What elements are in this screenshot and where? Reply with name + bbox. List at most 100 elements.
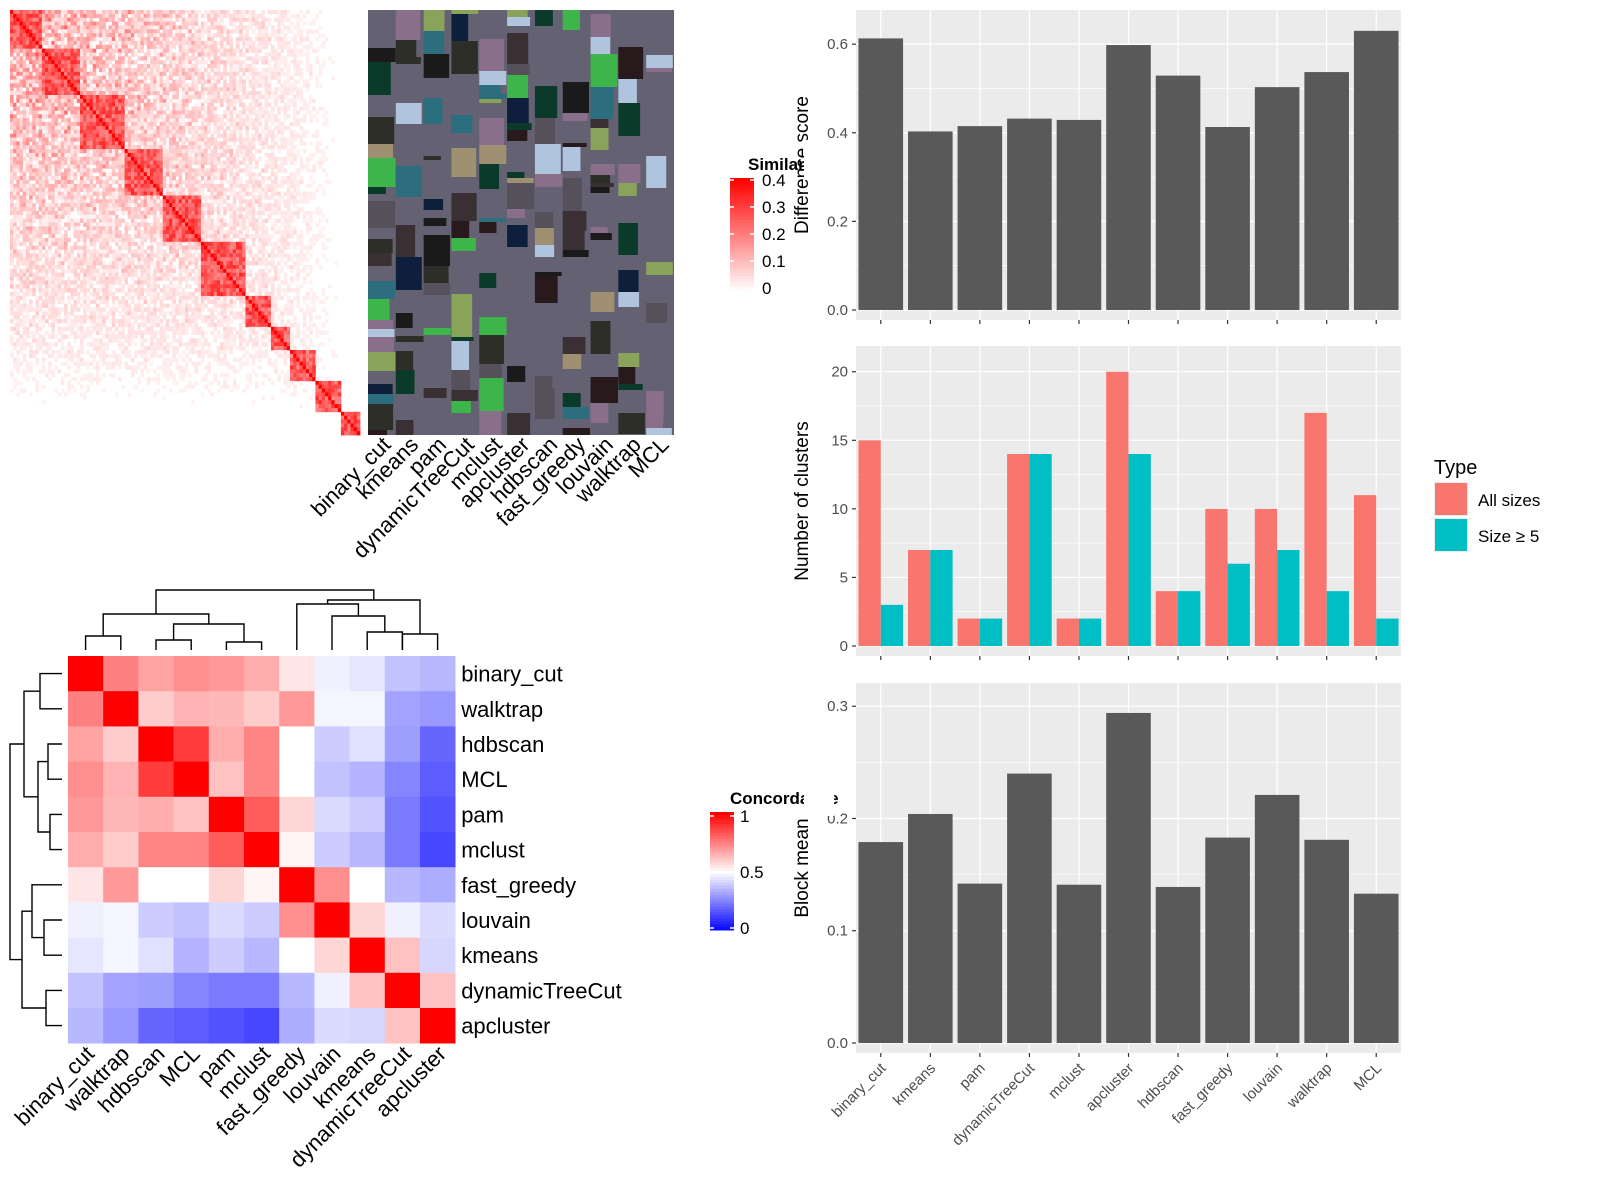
similarity-cell: [280, 183, 285, 189]
similarity-cell: [99, 203, 103, 208]
similarity-cell: [86, 187, 90, 192]
similarity-cell: [162, 129, 167, 135]
similarity-cell: [274, 87, 278, 92]
similarity-cell: [242, 106, 246, 111]
similarity-cell: [207, 214, 211, 220]
similarity-cell: [286, 149, 291, 154]
similarity-cell: [223, 172, 227, 177]
similarity-cell: [130, 183, 135, 189]
similarity-cell: [200, 164, 205, 169]
similarity-cell: [146, 199, 151, 204]
similarity-cell: [175, 237, 180, 243]
similarity-cell: [305, 210, 310, 216]
similarity-cell: [258, 234, 262, 239]
similarity-cell: [92, 75, 97, 80]
similarity-cell: [70, 37, 75, 42]
similarity-cell: [29, 152, 33, 158]
similarity-cell: [60, 91, 65, 96]
similarity-cell: [270, 56, 275, 61]
similarity-cell: [239, 241, 243, 247]
similarity-cell: [89, 79, 94, 84]
similarity-cell: [235, 13, 240, 19]
similarity-cell: [245, 125, 250, 131]
similarity-cell: [159, 33, 164, 38]
similarity-cell: [293, 37, 297, 42]
similarity-cell: [143, 214, 148, 220]
similarity-cell: [200, 40, 205, 46]
similarity-cell: [95, 230, 100, 235]
similarity-cell: [64, 210, 68, 216]
similarity-cell: [229, 79, 234, 84]
similarity-cell: [299, 160, 304, 165]
similarity-cell: [140, 64, 145, 69]
similarity-cell: [258, 156, 262, 162]
similarity-cell: [286, 25, 291, 30]
similarity-cell: [220, 191, 224, 196]
similarity-cell: [290, 52, 294, 57]
similarity-cell: [76, 210, 81, 216]
similarity-cell: [13, 79, 17, 84]
similarity-cell: [226, 29, 230, 34]
similarity-cell: [89, 40, 94, 46]
similarity-cell: [213, 241, 218, 247]
similarity-cell: [86, 25, 90, 30]
similarity-cell: [140, 183, 145, 189]
similarity-cell: [232, 83, 237, 88]
similarity-cell: [83, 203, 87, 208]
similarity-cell: [83, 129, 87, 135]
similarity-cell: [293, 230, 297, 235]
similarity-cell: [232, 156, 237, 162]
similarity-cell: [99, 172, 103, 177]
similarity-cell: [54, 187, 59, 192]
similarity-cell: [146, 156, 151, 162]
similarity-cell: [60, 83, 65, 88]
similarity-cell: [108, 33, 113, 38]
similarity-cell: [10, 183, 14, 189]
similarity-cell: [210, 241, 215, 247]
similarity-cell: [267, 67, 272, 73]
similarity-cell: [102, 33, 106, 38]
similarity-cell: [38, 122, 43, 127]
similarity-cell: [150, 183, 154, 189]
similarity-cell: [274, 180, 278, 185]
similarity-cell: [194, 168, 199, 173]
similarity-cell: [89, 37, 94, 42]
similarity-cell: [175, 191, 180, 196]
similarity-cell: [159, 187, 164, 192]
similarity-cell: [73, 71, 78, 77]
similarity-cell: [210, 133, 215, 138]
similarity-cell: [248, 25, 253, 30]
similarity-cell: [178, 203, 183, 208]
similarity-cell: [134, 160, 138, 165]
similarity-cell: [134, 106, 138, 111]
similarity-cell: [48, 87, 52, 92]
similarity-cell: [178, 83, 183, 88]
similarity-cell: [251, 156, 256, 162]
similarity-cell: [32, 214, 36, 220]
similarity-cell: [299, 230, 304, 235]
similarity-cell: [185, 187, 189, 192]
similarity-cell: [32, 102, 36, 107]
similarity-cell: [293, 56, 297, 61]
similarity-cell: [57, 79, 62, 84]
similarity-cell: [229, 207, 234, 212]
similarity-cell: [200, 191, 205, 196]
similarity-cell: [178, 137, 183, 142]
similarity-cell: [115, 102, 119, 107]
similarity-cell: [270, 33, 275, 38]
similarity-cell: [127, 149, 132, 154]
similarity-cell: [290, 183, 294, 189]
similarity-cell: [283, 13, 288, 19]
similarity-cell: [178, 129, 183, 135]
similarity-cell: [185, 125, 189, 131]
similarity-cell: [76, 199, 81, 204]
similarity-cell: [261, 33, 265, 38]
similarity-cell: [70, 25, 75, 30]
similarity-cell: [159, 176, 164, 181]
similarity-cell: [13, 37, 17, 42]
similarity-cell: [191, 237, 195, 243]
similarity-cell: [239, 149, 243, 154]
similarity-cell: [293, 60, 297, 65]
similarity-cell: [245, 214, 250, 220]
similarity-cell: [67, 210, 71, 216]
